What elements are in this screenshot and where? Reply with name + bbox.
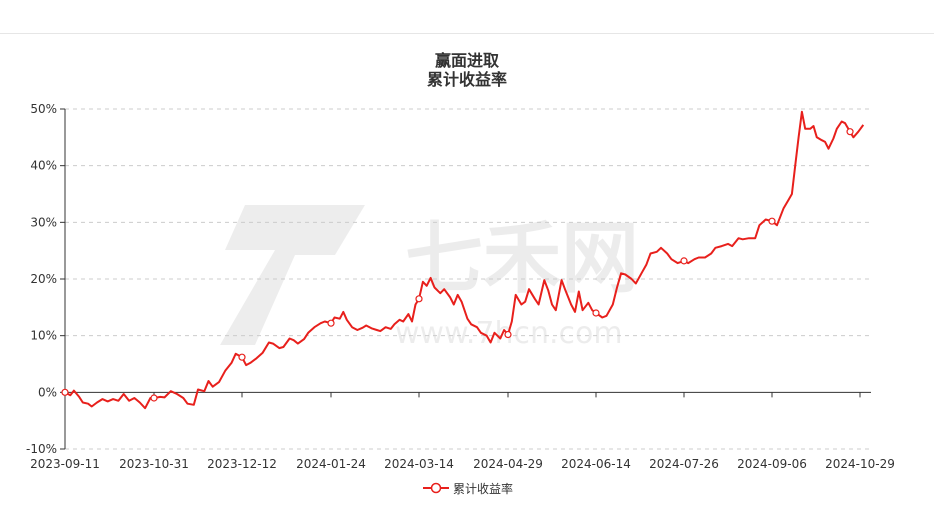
legend-line-icon [423,482,449,494]
data-point-marker [768,217,776,225]
x-tick-label: 2024-06-14 [561,457,631,471]
x-tick-label: 2024-04-29 [473,457,543,471]
x-tick-label: 2024-10-29 [825,457,895,471]
series-layer [61,110,865,410]
data-point-marker [680,257,688,265]
data-point-marker [238,353,246,361]
x-tick-label: 2023-09-11 [30,457,100,471]
y-tick-label: 50% [30,102,57,116]
x-tick-label: 2024-09-06 [737,457,807,471]
x-tick-label: 2024-03-14 [384,457,454,471]
top-divider [0,33,934,34]
data-point-marker [415,295,423,303]
grid-lines [65,108,871,450]
legend-label: 累计收益率 [453,481,514,496]
y-tick-label: 10% [30,329,57,343]
y-tick-label: -10% [26,442,57,456]
data-point-marker [504,330,512,339]
y-axis: 50% 40% 30% 20% 10% 0% -10% [26,102,66,456]
data-point-marker [592,309,600,317]
x-tick-label: 2023-12-12 [207,457,277,471]
x-tick-label: 2024-01-24 [296,457,366,471]
y-tick-label: 40% [30,159,57,173]
chart-subtitle: 累计收益率 [426,70,507,89]
data-point-marker [61,388,69,396]
data-point-marker [327,319,335,327]
y-tick-label: 30% [30,215,57,229]
x-tick-label: 2024-07-26 [649,457,719,471]
chart-title: 赢面进取 [434,51,499,70]
data-point-marker [150,394,158,402]
y-tick-label: 0% [38,385,57,399]
data-point-marker [846,128,854,136]
x-tick-label: 2023-10-31 [119,457,189,471]
x-axis: 2023-09-11 2023-10-31 2023-12-12 2024-01-24… [30,391,895,471]
series-line [64,110,865,410]
y-tick-label: 20% [30,272,57,286]
legend[interactable]: 累计收益率 [423,480,513,496]
